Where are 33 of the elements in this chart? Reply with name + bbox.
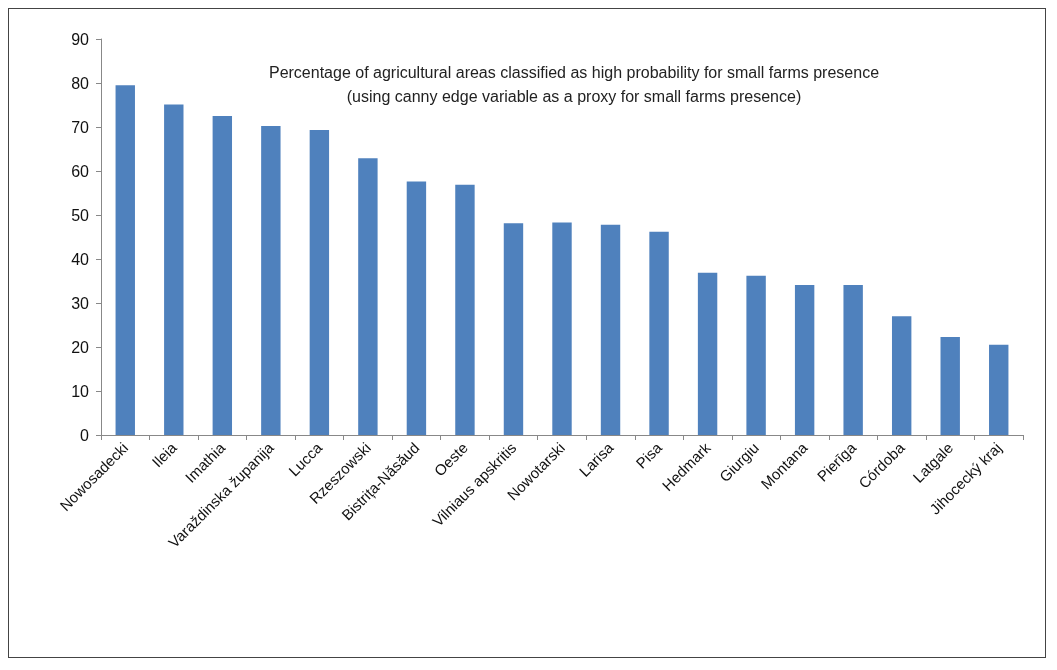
x-tick-label: Ileia [148,438,181,471]
y-tick-label: 80 [71,74,90,92]
bar [989,344,1009,435]
bar [212,116,233,435]
bar [455,184,475,435]
bar [164,104,184,435]
bar [794,284,815,435]
bar [115,85,135,435]
bar [891,316,912,435]
bar [649,231,669,435]
text: Percentage of agricultural areas classified as high probability for small farms presence [268,63,880,81]
y-tick-label: 10 [71,382,90,400]
bar [843,284,863,435]
bar [600,224,621,435]
y-tick-label: 20 [71,338,90,356]
y-tick-label: 90 [71,30,90,48]
y-tick-label: 50 [71,206,90,224]
bar [406,181,427,435]
y-tick-label: 0 [80,426,90,444]
bar [940,336,960,435]
bar [746,275,766,435]
y-tick-label: 70 [71,118,90,136]
bar [358,158,378,435]
bar [697,272,718,435]
text: (using canny edge variable as a proxy for small farms presence) [346,87,802,105]
bar [503,223,524,435]
bar [261,126,281,435]
y-tick-label: 40 [71,250,90,268]
bar [309,130,330,435]
x-tick-label: Pisa [632,438,666,472]
y-tick-label: 30 [71,294,90,312]
y-tick-label: 60 [71,162,90,180]
bar [552,222,572,435]
